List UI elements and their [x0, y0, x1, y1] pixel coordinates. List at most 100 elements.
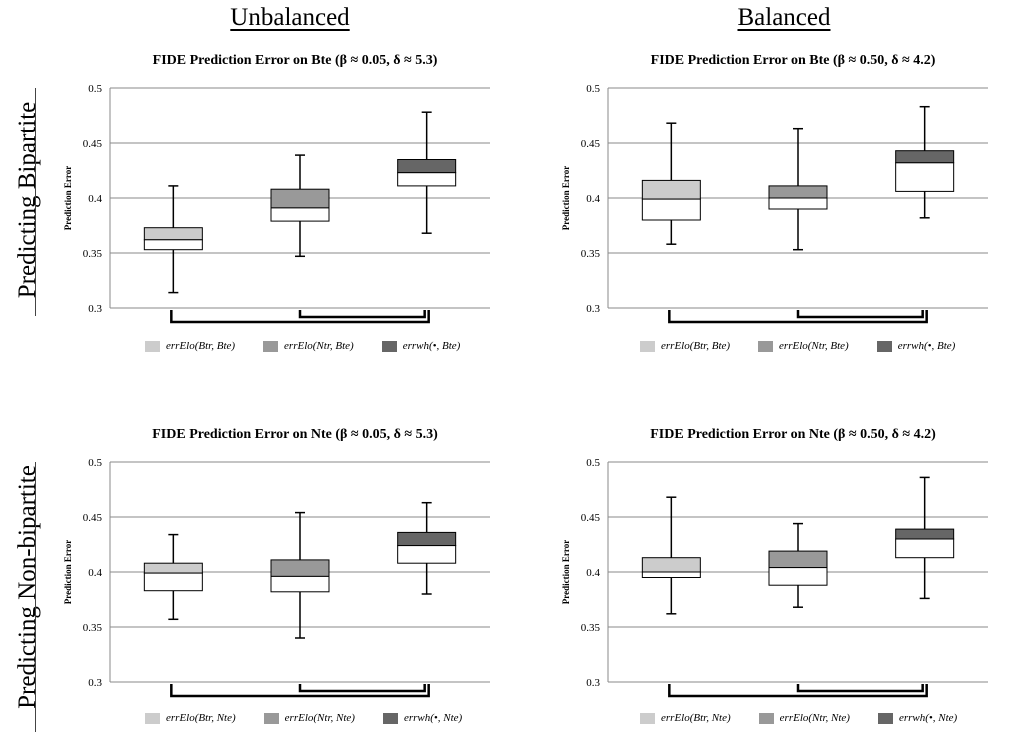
comparison-bracket — [796, 310, 924, 319]
upper-quartile-box — [143, 562, 203, 574]
legend-label: errElo(Ntr, Nte) — [779, 712, 850, 724]
legend-label: errwh(•, Nte) — [898, 712, 958, 724]
lower-quartile-box — [397, 545, 457, 564]
lower-quartile-box — [641, 571, 701, 578]
y-tick-label: 0.45 — [581, 512, 601, 524]
row-header-non-bipartite: Predicting Non-bipartite — [14, 465, 41, 709]
box-plot — [143, 533, 203, 621]
legend-item: errwh(•, Bte) — [876, 340, 956, 352]
box-plot — [143, 185, 203, 294]
y-tick-label: 0.3 — [586, 303, 600, 315]
legend-swatch — [382, 712, 398, 724]
legend-label: errElo(Ntr, Nte) — [284, 712, 355, 724]
y-tick-label: 0.4 — [88, 193, 102, 205]
legend-swatch — [877, 712, 893, 724]
y-tick-label: 0.4 — [586, 193, 600, 205]
legend-label: errElo(Ntr, Bte) — [779, 340, 849, 352]
legend-label: errElo(Btr, Bte) — [166, 340, 236, 352]
legend-swatch — [381, 340, 397, 352]
legend-swatch — [145, 340, 160, 352]
chart-title: FIDE Prediction Error on Nte (β ≈ 0.50, … — [650, 427, 936, 442]
chart-panel-balanced-bipartite: FIDE Prediction Error on Bte (β ≈ 0.50, … — [553, 46, 993, 341]
upper-quartile-box — [768, 550, 828, 569]
y-tick-label: 0.3 — [586, 677, 600, 689]
legend-swatch — [263, 340, 279, 352]
lower-quartile-box — [143, 572, 203, 592]
row-divider — [35, 462, 36, 732]
lower-quartile-box — [768, 197, 828, 210]
upper-quartile-box — [397, 531, 457, 547]
y-axis-label: Prediction Error — [561, 540, 571, 604]
comparison-bracket — [170, 684, 430, 698]
legend-item: errElo(Ntr, Nte) — [263, 712, 355, 724]
legend-item: errElo(Btr, Nte) — [145, 712, 236, 724]
y-tick-label: 0.3 — [88, 303, 102, 315]
y-axis-label: Prediction Error — [63, 166, 73, 230]
lower-quartile-box — [895, 162, 955, 192]
upper-quartile-box — [143, 227, 203, 241]
y-tick-label: 0.35 — [581, 248, 601, 260]
upper-quartile-box — [270, 188, 330, 209]
legend: errElo(Btr, Bte) errElo(Ntr, Bte) errwh(… — [145, 340, 460, 352]
box-plot — [641, 122, 701, 245]
legend-swatch — [640, 712, 655, 724]
chart-panel-unbalanced-bipartite: FIDE Prediction Error on Bte (β ≈ 0.05, … — [55, 46, 495, 341]
upper-quartile-box — [641, 557, 701, 573]
legend: errElo(Btr, Nte) errElo(Ntr, Nte) errwh(… — [145, 712, 462, 724]
column-header-balanced: Balanced — [737, 4, 831, 31]
comparison-bracket — [668, 684, 928, 698]
upper-quartile-box — [768, 185, 828, 199]
upper-quartile-box — [397, 159, 457, 174]
legend-swatch — [145, 712, 160, 724]
legend-item: errElo(Ntr, Bte) — [263, 340, 354, 352]
box-plot — [397, 501, 457, 595]
legend-item: errElo(Btr, Nte) — [640, 712, 731, 724]
legend-item: errElo(Ntr, Bte) — [758, 340, 849, 352]
legend-swatch — [640, 340, 655, 352]
legend-item: errwh(•, Nte) — [877, 712, 958, 724]
legend: errElo(Btr, Nte) errElo(Ntr, Nte) errwh(… — [640, 712, 957, 724]
row-header-bipartite: Predicting Bipartite — [14, 101, 41, 299]
y-tick-label: 0.4 — [586, 567, 600, 579]
legend-item: errElo(Ntr, Nte) — [758, 712, 850, 724]
legend: errElo(Btr, Bte) errElo(Ntr, Bte) errwh(… — [640, 340, 955, 352]
lower-quartile-box — [641, 198, 701, 221]
box-plot — [270, 154, 330, 258]
box-plot — [397, 111, 457, 234]
y-tick-label: 0.45 — [83, 512, 103, 524]
y-tick-label: 0.35 — [581, 622, 601, 634]
lower-quartile-box — [270, 575, 330, 593]
lower-quartile-box — [143, 239, 203, 251]
box-plot — [641, 496, 701, 615]
legend-item: errElo(Btr, Bte) — [640, 340, 730, 352]
chart-panel-balanced-non-bipartite: FIDE Prediction Error on Nte (β ≈ 0.50, … — [553, 420, 993, 715]
y-tick-label: 0.45 — [581, 138, 601, 150]
chart-panel-unbalanced-non-bipartite: FIDE Prediction Error on Nte (β ≈ 0.05, … — [55, 420, 495, 715]
box-plot — [895, 105, 955, 219]
comparison-bracket — [796, 684, 924, 693]
legend-label: errwh(•, Nte) — [403, 712, 463, 724]
box-plot — [270, 511, 330, 639]
upper-quartile-box — [895, 528, 955, 540]
lower-quartile-box — [895, 538, 955, 559]
legend-label: errwh(•, Bte) — [402, 340, 461, 352]
chart-title: FIDE Prediction Error on Bte (β ≈ 0.05, … — [153, 53, 438, 68]
y-tick-label: 0.35 — [83, 248, 103, 260]
y-tick-label: 0.5 — [586, 83, 600, 95]
legend-label: errElo(Btr, Bte) — [661, 340, 731, 352]
column-header-unbalanced: Unbalanced — [230, 4, 350, 31]
y-axis-label: Prediction Error — [63, 540, 73, 604]
y-tick-label: 0.3 — [88, 677, 102, 689]
legend-swatch — [758, 340, 774, 352]
comparison-bracket — [298, 684, 426, 693]
legend-swatch — [758, 712, 774, 724]
y-tick-label: 0.5 — [586, 457, 600, 469]
legend-label: errElo(Btr, Nte) — [166, 712, 236, 724]
y-tick-label: 0.35 — [83, 622, 103, 634]
legend-swatch — [263, 712, 279, 724]
legend-item: errwh(•, Nte) — [382, 712, 463, 724]
comparison-bracket — [170, 310, 430, 324]
lower-quartile-box — [768, 567, 828, 586]
y-tick-label: 0.5 — [88, 457, 102, 469]
legend-label: errwh(•, Bte) — [897, 340, 956, 352]
